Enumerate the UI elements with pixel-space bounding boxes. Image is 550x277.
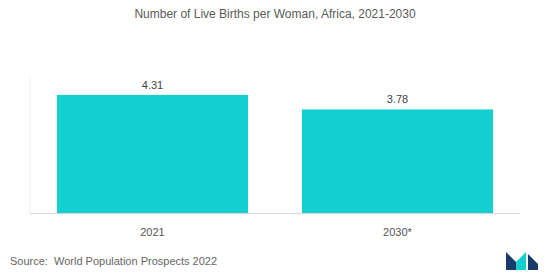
x-tick-label: 2021	[140, 226, 164, 238]
y-axis-line	[30, 76, 31, 213]
bar	[57, 95, 248, 213]
x-tick-label: 2030*	[383, 226, 412, 238]
chart-container: Number of Live Births per Woman, Africa,…	[0, 0, 550, 277]
logo	[506, 252, 538, 270]
x-axis-line	[30, 213, 520, 214]
chart-svg: Number of Live Births per Woman, Africa,…	[0, 0, 550, 277]
logo-part	[528, 254, 538, 270]
logo-part	[516, 252, 526, 270]
title: Number of Live Births per Woman, Africa,…	[134, 7, 416, 21]
data-label: 3.78	[387, 93, 408, 105]
bar	[302, 109, 493, 213]
bars	[57, 95, 493, 213]
data-label: 4.31	[142, 79, 163, 91]
source: Source: World Population Prospects 2022	[10, 255, 217, 267]
logo-part	[506, 252, 516, 270]
